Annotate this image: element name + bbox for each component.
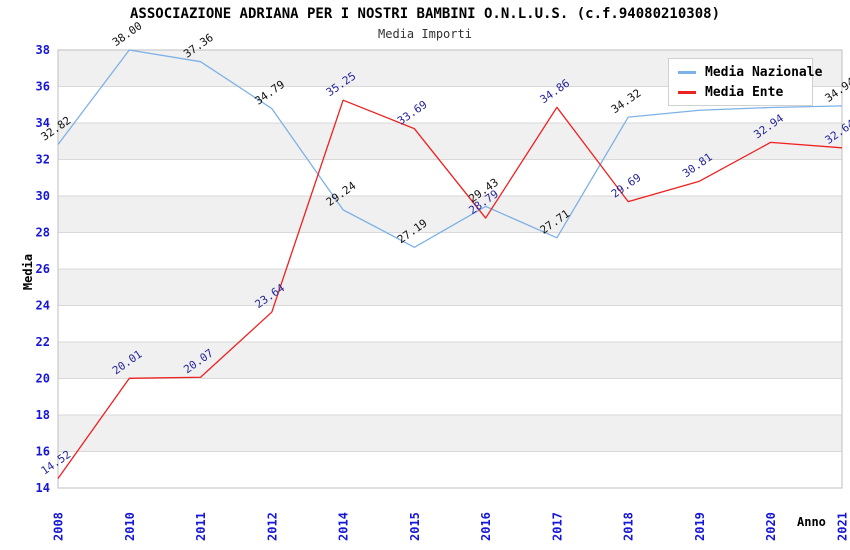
y-tick-label: 24 (36, 299, 50, 313)
plot-band (58, 232, 842, 269)
y-tick-label: 18 (36, 408, 50, 422)
x-tick-label: 2008 (52, 512, 66, 541)
legend-item-media-ente: Media Ente (678, 84, 812, 100)
legend-item-media-nazionale: Media Nazionale (678, 64, 822, 80)
media-nazionale-line-swatch (678, 70, 696, 74)
legend-label-media-ente: Media Ente (705, 84, 784, 100)
x-tick-label: 2017 (550, 512, 564, 541)
legend-label-media-nazionale: Media Nazionale (705, 64, 823, 80)
series-line-media-nazionale (57, 49, 843, 248)
plot-band (58, 159, 842, 196)
y-tick-label: 16 (36, 445, 50, 459)
plot-band (58, 305, 842, 342)
x-tick-label: 2015 (408, 512, 422, 541)
y-tick-label: 22 (36, 335, 50, 349)
chart-subtitle: Media Importi (378, 27, 472, 41)
x-tick-label: 2019 (693, 512, 707, 541)
y-tick-label: 32 (36, 153, 50, 167)
x-tick-label: 2020 (764, 512, 778, 541)
y-tick-label: 20 (36, 372, 50, 386)
y-axis-title: Media (21, 253, 35, 291)
x-tick-label: 2012 (265, 512, 279, 541)
x-axis-title: Anno (797, 515, 826, 529)
y-tick-label: 30 (36, 189, 50, 203)
media-ente-line-swatch (678, 90, 696, 94)
series-line-media-ente (57, 99, 843, 479)
y-tick-label: 36 (36, 80, 50, 94)
x-tick-label: 2010 (123, 512, 137, 541)
y-tick-label: 38 (36, 43, 50, 57)
plot-border (57, 49, 843, 489)
chart-title: ASSOCIAZIONE ADRIANA PER I NOSTRI BAMBIN… (129, 6, 720, 22)
y-tick-label: 26 (36, 262, 50, 276)
x-tick-label: 2018 (622, 512, 636, 541)
y-tick-label: 34 (36, 116, 50, 130)
x-tick-label: 2014 (337, 512, 351, 541)
plot-band (58, 123, 842, 160)
value-label: 38.00 (110, 19, 145, 49)
plot-band (58, 451, 842, 488)
x-tick-label: 2011 (194, 512, 208, 541)
legend: Media Nazionale Media Ente (668, 58, 822, 106)
y-tick-label: 28 (36, 226, 50, 240)
plot-band (58, 415, 842, 452)
y-tick-label: 14 (36, 481, 50, 495)
plot-band (58, 269, 842, 306)
plot-band (58, 342, 842, 379)
plot-band (58, 378, 842, 415)
x-tick-label: 2021 (836, 512, 850, 541)
x-tick-label: 2016 (479, 512, 493, 541)
